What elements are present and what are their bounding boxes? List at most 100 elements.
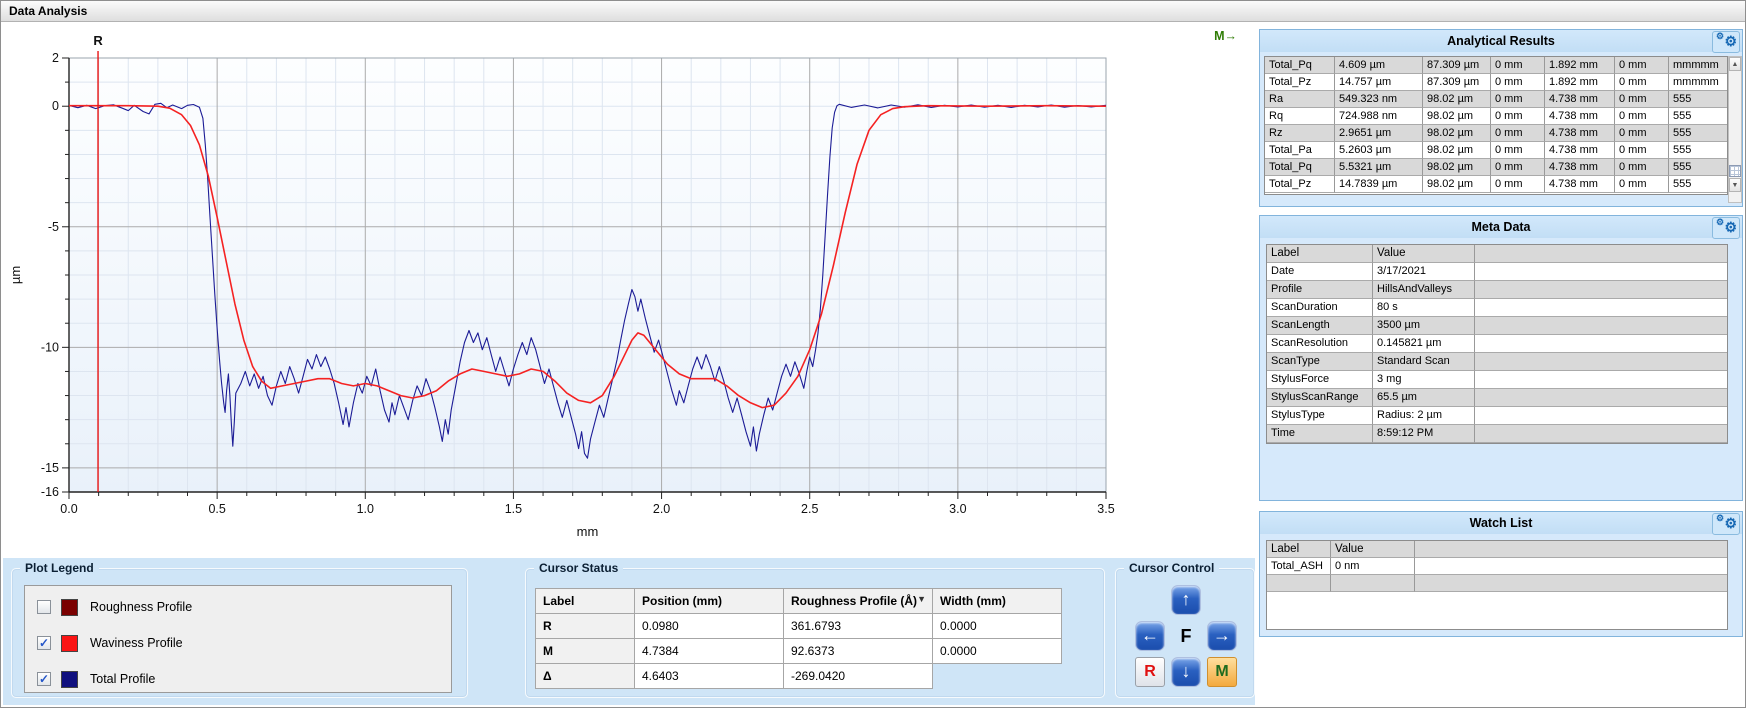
cell — [1475, 263, 1727, 281]
cell: 0 mm — [1615, 142, 1669, 159]
column-header-roughness[interactable]: Roughness Profile (Å)▼ — [783, 588, 933, 614]
fine-mode-label: F — [1171, 621, 1201, 651]
cell: Value — [1331, 541, 1415, 558]
select-m-cursor-button[interactable]: M — [1207, 657, 1237, 687]
cell: StylusType — [1267, 407, 1373, 425]
meta-data-row[interactable]: Time8:59:12 PM — [1267, 425, 1727, 443]
x-axis-title: mm — [577, 524, 599, 539]
r-cursor-label[interactable]: R — [93, 33, 103, 48]
cell: mmmmm — [1669, 57, 1727, 74]
svg-text:0: 0 — [52, 99, 59, 113]
meta-data-row[interactable]: ScanLength3500 µm — [1267, 317, 1727, 335]
profile-chart[interactable]: 0.00.51.01.52.02.53.03.520-5-10-15-16µmm… — [3, 23, 1255, 557]
profile-chart-svg[interactable]: 0.00.51.01.52.02.53.03.520-5-10-15-16µmm… — [3, 23, 1255, 557]
cursor-right-button[interactable]: → — [1207, 621, 1237, 651]
cell: 0.145821 µm — [1373, 335, 1475, 353]
cell: 0 mm — [1615, 91, 1669, 108]
cell — [1475, 371, 1727, 389]
cell: 5.2603 µm — [1335, 142, 1423, 159]
meta-data-row[interactable]: StylusTypeRadius: 2 µm — [1267, 407, 1727, 425]
chevron-down-icon[interactable]: ▼ — [917, 594, 926, 604]
legend-item: ✓Total Profile — [37, 664, 451, 694]
cell: 0 mm — [1615, 108, 1669, 125]
legend-checkbox-2[interactable]: ✓ — [37, 672, 51, 686]
watch-list-row[interactable] — [1267, 575, 1727, 592]
arrow-right-icon: → — [1213, 625, 1231, 645]
settings-button[interactable]: ⚙⚙ — [1712, 31, 1740, 53]
cell: mmmmm — [1669, 74, 1727, 91]
cell: 5.5321 µm — [1335, 159, 1423, 176]
cell: 0 mm — [1491, 159, 1545, 176]
watch-list-row[interactable]: Total_ASH0 nm — [1267, 558, 1727, 575]
meta-data-row[interactable]: StylusForce3 mg — [1267, 371, 1727, 389]
legend-checkbox-0[interactable] — [37, 600, 51, 614]
cell — [1415, 575, 1727, 592]
cursor-down-button[interactable]: ↓ — [1171, 657, 1201, 687]
scroll-up-button[interactable]: ▲ — [1729, 57, 1741, 71]
cell: 4.738 mm — [1545, 176, 1615, 193]
analytical-result-row[interactable]: Ra549.323 nm98.02 µm0 mm4.738 mm0 mm555 — [1265, 91, 1727, 108]
cursor-r-width: 0.0000 — [932, 613, 1062, 639]
svg-text:1.5: 1.5 — [505, 502, 522, 516]
cursor-control-grid: ↑ ← F → R ↓ M — [1116, 569, 1254, 697]
legend-item: ✓Waviness Profile — [37, 628, 451, 658]
cell: 0 mm — [1491, 142, 1545, 159]
analytical-result-row[interactable]: Total_Pq4.609 µm87.309 µm0 mm1.892 mm0 m… — [1265, 57, 1727, 74]
meta-data-row[interactable]: ScanDuration80 s — [1267, 299, 1727, 317]
analytical-result-row[interactable]: Total_Pa5.2603 µm98.02 µm0 mm4.738 mm0 m… — [1265, 142, 1727, 159]
cursor-left-button[interactable]: ← — [1135, 621, 1165, 651]
cursor-up-button[interactable]: ↑ — [1171, 585, 1201, 615]
meta-data-title: Meta Data — [1471, 220, 1530, 234]
cell: ScanType — [1267, 353, 1373, 371]
cell: Total_Pq — [1265, 57, 1335, 74]
analytical-result-row[interactable]: Total_Pz14.7839 µm98.02 µm0 mm4.738 mm0 … — [1265, 176, 1727, 193]
analytical-result-row[interactable]: Total_Pq5.5321 µm98.02 µm0 mm4.738 mm0 m… — [1265, 159, 1727, 176]
series-color-swatch — [61, 599, 78, 616]
meta-data-row[interactable]: LabelValue — [1267, 245, 1727, 263]
cursor-m-position: 4.7384 — [634, 638, 784, 664]
analytical-result-row[interactable]: Rz2.9651 µm98.02 µm0 mm4.738 mm0 mm555 — [1265, 125, 1727, 142]
meta-data-row[interactable]: Date3/17/2021 — [1267, 263, 1727, 281]
cell: 0 mm — [1615, 125, 1669, 142]
cell: 3 mg — [1373, 371, 1475, 389]
datasheet-icon[interactable] — [1729, 165, 1741, 177]
empty-cell — [932, 663, 1062, 689]
legend-item: Roughness Profile — [37, 592, 451, 622]
cell — [1331, 575, 1415, 592]
cursor-status-groupbox: Cursor Status Label Position (mm) Roughn… — [525, 568, 1105, 698]
cell: Radius: 2 µm — [1373, 407, 1475, 425]
settings-button[interactable]: ⚙⚙ — [1712, 217, 1740, 239]
cell — [1475, 245, 1727, 263]
cursor-status-table: Label Position (mm) Roughness Profile (Å… — [536, 589, 1062, 689]
settings-button[interactable]: ⚙⚙ — [1712, 513, 1740, 535]
cursor-r-label: R — [535, 613, 635, 639]
column-header: Label — [535, 588, 635, 614]
analytical-results-scrollbar[interactable]: ▲ ▼ — [1728, 56, 1742, 203]
cell: 0 mm — [1491, 91, 1545, 108]
cell: 4.738 mm — [1545, 91, 1615, 108]
meta-data-row[interactable]: StylusScanRange65.5 µm — [1267, 389, 1727, 407]
analytical-result-row[interactable]: Rq724.988 nm98.02 µm0 mm4.738 mm0 mm555 — [1265, 108, 1727, 125]
cell: Total_Pa — [1265, 142, 1335, 159]
select-r-cursor-button[interactable]: R — [1135, 657, 1165, 687]
watch-list-row[interactable]: LabelValue — [1267, 541, 1727, 558]
cell: StylusForce — [1267, 371, 1373, 389]
meta-data-row[interactable]: ScanResolution0.145821 µm — [1267, 335, 1727, 353]
cell: 80 s — [1373, 299, 1475, 317]
analytical-result-row[interactable]: Total_Pz14.757 µm87.309 µm0 mm1.892 mm0 … — [1265, 74, 1727, 91]
cell: 98.02 µm — [1423, 159, 1491, 176]
scrollbar-track[interactable] — [1729, 71, 1741, 164]
cell — [1475, 389, 1727, 407]
m-cursor-offscreen-indicator[interactable]: M→ — [1214, 29, 1237, 43]
scroll-down-button[interactable]: ▼ — [1729, 178, 1741, 192]
table-header-row: Label Position (mm) Roughness Profile (Å… — [536, 589, 1062, 614]
plot-legend-list: Roughness Profile ✓Waviness Profile ✓Total… — [24, 585, 452, 693]
cell: Ra — [1265, 91, 1335, 108]
meta-data-row[interactable]: ProfileHillsAndValleys — [1267, 281, 1727, 299]
cell: 0 mm — [1615, 176, 1669, 193]
cursor-delta-roughness: -269.0420 — [783, 663, 933, 689]
cell: 549.323 nm — [1335, 91, 1423, 108]
meta-data-row[interactable]: ScanTypeStandard Scan — [1267, 353, 1727, 371]
meta-data-table: LabelValueDate3/17/2021ProfileHillsAndVa… — [1266, 244, 1728, 444]
legend-checkbox-1[interactable]: ✓ — [37, 636, 51, 650]
